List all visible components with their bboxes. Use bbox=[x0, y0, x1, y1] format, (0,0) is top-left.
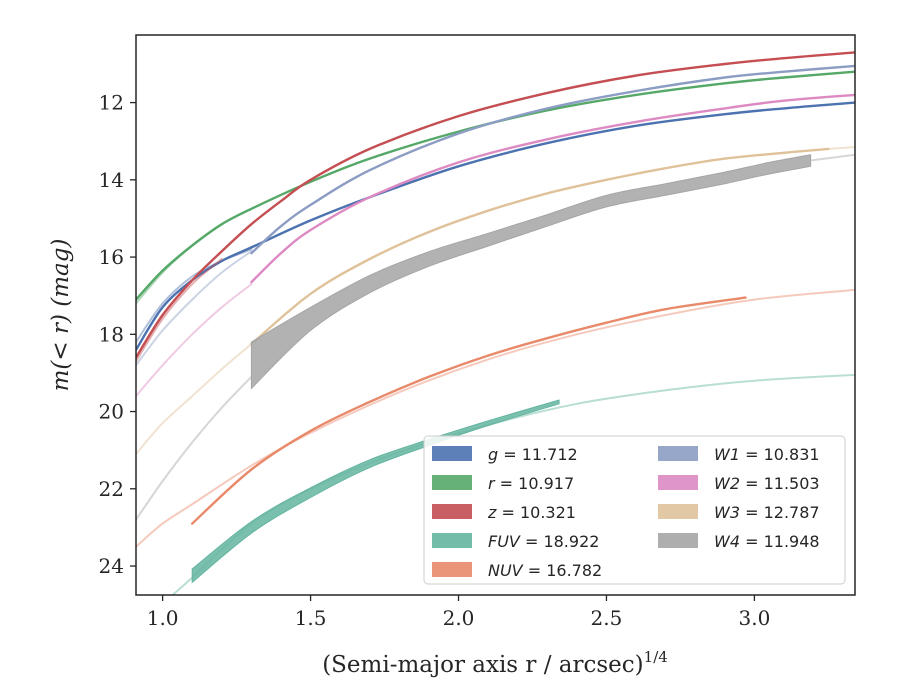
series-fuv bbox=[171, 373, 855, 595]
x-tick-label: 2.5 bbox=[591, 606, 623, 630]
x-axis-label-superscript: 1/4 bbox=[644, 648, 668, 666]
legend-item-w1: W1 = 10.831 bbox=[658, 445, 820, 464]
series-r bbox=[136, 70, 855, 305]
series-nuv-faint-line bbox=[136, 288, 855, 548]
series-w3-faint-line bbox=[136, 343, 253, 455]
legend-label: W1 = 10.831 bbox=[714, 445, 820, 464]
y-tick-label: 18 bbox=[99, 322, 124, 346]
x-tick-label: 3.0 bbox=[738, 606, 770, 630]
series-w1-faint-line bbox=[136, 250, 253, 367]
legend-label: W2 = 11.503 bbox=[714, 474, 820, 493]
series-layer bbox=[136, 51, 855, 595]
x-axis: 1.0 1.5 2.0 2.5 3.0 bbox=[147, 595, 770, 630]
legend-swatch bbox=[658, 533, 698, 548]
series-w3 bbox=[136, 146, 855, 455]
legend-item-z: z = 10.321 bbox=[432, 503, 576, 522]
series-w2 bbox=[136, 93, 855, 398]
series-z bbox=[136, 51, 855, 363]
legend-swatch bbox=[658, 504, 698, 519]
series-w4-faint-tail bbox=[810, 153, 855, 162]
x-tick-label: 2.0 bbox=[443, 606, 475, 630]
y-tick-label: 12 bbox=[99, 91, 124, 115]
series-z-line bbox=[136, 51, 855, 359]
series-w1-line bbox=[250, 64, 855, 255]
series-w4-band bbox=[250, 154, 812, 390]
plot-frame bbox=[135, 34, 856, 596]
series-w2-line bbox=[250, 93, 855, 284]
series-r-line bbox=[136, 70, 855, 301]
series-w3-line bbox=[250, 147, 830, 346]
x-axis-label: (Semi-major axis r / arcsec)1/4 bbox=[322, 648, 668, 678]
series-w3-faint-tail bbox=[828, 146, 855, 150]
legend-label: z = 10.321 bbox=[487, 503, 576, 522]
series-w2-faint-line bbox=[136, 283, 253, 398]
series-nuv-line bbox=[191, 296, 747, 525]
y-tick-label: 22 bbox=[99, 477, 124, 501]
series-w4 bbox=[136, 153, 855, 521]
legend-label: NUV = 16.782 bbox=[488, 561, 602, 580]
legend-item-r: r = 10.917 bbox=[432, 474, 574, 493]
legend-item-fuv: FUV = 18.922 bbox=[432, 532, 599, 551]
legend-item-w4: W4 = 11.948 bbox=[658, 532, 820, 551]
x-tick-label: 1.5 bbox=[295, 606, 327, 630]
x-axis-label-text: (Semi-major axis r / arcsec) bbox=[322, 652, 643, 678]
series-nuv bbox=[136, 288, 855, 548]
series-fuv-band bbox=[191, 399, 560, 584]
legend-swatch bbox=[432, 475, 472, 490]
y-tick-label: 16 bbox=[99, 245, 124, 269]
legend-swatch bbox=[432, 533, 472, 548]
legend-label: r = 10.917 bbox=[488, 474, 574, 493]
legend-label: FUV = 18.922 bbox=[488, 532, 599, 551]
y-axis-label-text: m(< r) (mag) bbox=[48, 239, 74, 392]
legend-box bbox=[423, 435, 846, 585]
legend-swatch bbox=[432, 562, 472, 577]
legend-swatch bbox=[658, 475, 698, 490]
y-tick-label: 20 bbox=[99, 400, 124, 424]
y-axis: 12 14 16 18 20 22 24 bbox=[99, 91, 136, 578]
legend-item-nuv: NUV = 16.782 bbox=[432, 561, 602, 580]
x-tick-label: 1.0 bbox=[147, 606, 179, 630]
legend-item-w2: W2 = 11.503 bbox=[658, 474, 820, 493]
y-tick-label: 24 bbox=[99, 554, 124, 578]
legend: g = 11.712 r = 10.917 z = 10.321 FUV = 18.9… bbox=[423, 435, 846, 585]
series-z-faint-line bbox=[136, 258, 223, 363]
legend-item-w3: W3 = 12.787 bbox=[658, 503, 820, 522]
legend-swatch bbox=[432, 504, 472, 519]
legend-item-g: g = 11.712 bbox=[432, 445, 578, 464]
series-w4-faint-line bbox=[136, 375, 253, 521]
legend-label: W4 = 11.948 bbox=[714, 532, 820, 551]
legend-label: W3 = 12.787 bbox=[714, 503, 820, 522]
series-w1 bbox=[136, 64, 855, 367]
legend-label: g = 11.712 bbox=[488, 445, 578, 464]
y-tick-label: 14 bbox=[99, 168, 124, 192]
legend-swatch bbox=[658, 446, 698, 461]
legend-swatch bbox=[432, 446, 472, 461]
y-axis-label: m(< r) (mag) bbox=[48, 239, 74, 392]
